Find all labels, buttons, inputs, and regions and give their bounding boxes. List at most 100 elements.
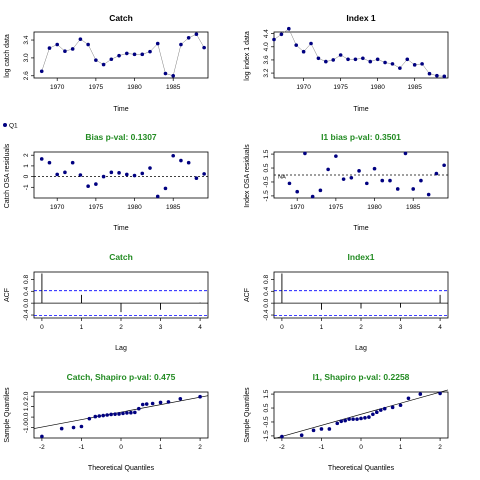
- x-tick-label: 1975: [89, 204, 104, 211]
- data-point: [299, 433, 304, 438]
- series-line: [41, 33, 205, 77]
- data-point: [326, 167, 330, 172]
- x-axis-label: Theoretical Quantiles: [328, 465, 395, 472]
- y-tick-label: 0.0: [23, 298, 30, 307]
- y-axis-label: log catch data: [4, 34, 11, 78]
- data-point: [279, 32, 284, 37]
- data-point: [434, 171, 439, 176]
- y-tick-label: 2: [23, 153, 30, 157]
- data-point: [198, 394, 202, 399]
- data-point: [310, 194, 315, 199]
- data-point: [390, 405, 395, 410]
- data-point: [343, 418, 347, 423]
- x-axis-label: Time: [113, 106, 128, 113]
- plot-index-residuals: 1970 1975 1980 1985 -1.5 -0.5 0.5 1.5: [263, 149, 449, 211]
- x-tick-label: 2: [438, 444, 442, 451]
- data-point: [442, 74, 447, 79]
- x-tick-label: 1: [320, 324, 324, 331]
- x-tick-label: 0: [280, 324, 284, 331]
- panel-title: Index1: [348, 252, 375, 262]
- data-point: [294, 43, 299, 47]
- data-point: [55, 172, 59, 177]
- data-point: [388, 178, 392, 183]
- series-line: [273, 28, 445, 77]
- data-point: [355, 417, 359, 421]
- x-tick-label: 0: [359, 444, 363, 451]
- data-point: [140, 402, 145, 407]
- data-point: [117, 412, 121, 416]
- legend-label: Q1: [9, 123, 18, 130]
- data-point: [94, 182, 98, 186]
- plot-index-series: 1970 1975 1980 1985 3.2 3.6 4.0 4.4: [263, 26, 449, 91]
- data-point: [359, 416, 363, 421]
- data-point: [150, 401, 155, 406]
- y-axis-label: Sample Quantiles: [244, 387, 251, 443]
- data-point: [121, 411, 125, 416]
- panel-index-residuals: I1 bias p-val: 0.3501 Time Index OSA res…: [244, 132, 401, 232]
- data-point: [301, 49, 306, 54]
- y-tick-label: 2.0: [23, 391, 30, 400]
- data-point: [316, 56, 321, 61]
- data-point: [136, 406, 141, 411]
- data-point: [405, 57, 410, 62]
- y-tick-label: 4.4: [263, 29, 270, 38]
- data-point: [47, 46, 52, 50]
- y-tick-label: 3.4: [23, 35, 30, 44]
- data-point: [70, 47, 75, 51]
- data-point: [403, 151, 408, 156]
- x-tick-label: 1980: [370, 84, 385, 91]
- data-point: [155, 41, 160, 46]
- y-tick-label: -1.5: [263, 190, 270, 202]
- x-tick-label: 3: [159, 324, 163, 331]
- data-point: [303, 151, 307, 156]
- x-tick-label: 1985: [166, 84, 181, 91]
- data-point: [86, 42, 90, 47]
- data-point: [341, 177, 346, 181]
- data-point: [361, 56, 365, 61]
- data-point: [371, 412, 375, 417]
- data-point: [357, 169, 361, 173]
- y-tick-label: 1.5: [263, 149, 270, 158]
- x-tick-label: 1975: [333, 84, 348, 91]
- data-point: [117, 171, 121, 175]
- data-point: [398, 403, 403, 408]
- data-point: [311, 428, 316, 433]
- x-tick-label: -2: [279, 444, 285, 451]
- data-point: [109, 412, 113, 417]
- plot-frame: [33, 31, 209, 79]
- data-point: [287, 26, 291, 31]
- plot-catch-acf: 0 1 2 3 4 -0.4 0.0 0.4 0.8: [23, 271, 209, 331]
- data-point: [78, 37, 83, 41]
- x-axis-label: Time: [113, 225, 128, 232]
- data-point: [87, 416, 92, 421]
- data-point: [398, 66, 402, 70]
- data-point: [39, 157, 44, 161]
- x-tick-label: 1970: [296, 84, 311, 91]
- data-point: [368, 59, 373, 64]
- panel-title: Catch: [109, 252, 133, 262]
- x-tick-label: 1970: [50, 204, 65, 211]
- data-point: [140, 171, 145, 176]
- data-point: [351, 417, 355, 421]
- legend: Q1: [3, 123, 18, 130]
- x-tick-label: 3: [399, 324, 403, 331]
- data-point: [101, 174, 106, 179]
- y-tick-label: 1.0: [23, 402, 30, 411]
- x-tick-label: 1: [80, 324, 84, 331]
- y-tick-label: 1: [23, 164, 30, 168]
- x-tick-label: -2: [39, 444, 45, 451]
- data-point: [339, 419, 344, 424]
- data-point: [178, 396, 183, 401]
- plot-frame: [33, 151, 209, 199]
- data-point: [179, 42, 183, 47]
- data-point: [194, 32, 199, 37]
- data-point: [427, 71, 432, 76]
- data-point: [287, 181, 292, 186]
- data-point: [375, 410, 379, 415]
- data-point: [442, 163, 446, 168]
- data-point: [129, 410, 133, 415]
- data-point: [148, 49, 152, 54]
- plot-frame: [273, 31, 449, 79]
- data-point: [86, 184, 90, 189]
